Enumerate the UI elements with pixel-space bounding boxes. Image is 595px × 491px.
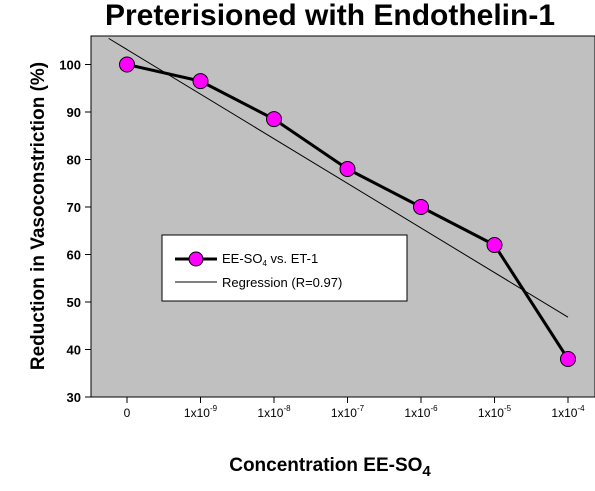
y-tick-label: 80 [67,153,81,168]
y-tick-label: 100 [59,58,81,73]
y-tick-label: 40 [67,343,81,358]
data-point [560,351,576,367]
x-tick-label-exp: -9 [210,404,218,413]
x-tick-label-exp: -6 [430,404,438,413]
legend-series-marker [188,251,204,267]
x-tick-label-exp: -8 [283,404,291,413]
data-point [192,73,209,90]
y-tick-label: 60 [67,248,81,263]
x-tick-label-base: 1x10 [404,406,430,420]
y-tick-label: 70 [67,200,81,215]
x-tick-label: 1x10-4 [551,404,585,420]
x-tick-label-exp: -7 [357,404,365,413]
chart-title: Preterisioned with Endothelin-1 [105,0,555,32]
x-tick-label-exp: -5 [504,404,512,413]
y-tick-label: 50 [67,295,81,310]
y-tick-label: 90 [67,105,81,120]
x-axis-label-base: Concentration EE-SO [229,455,422,476]
legend-box [161,234,408,302]
data-point [413,199,429,215]
x-tick-label-exp: -4 [577,404,585,413]
data-point [486,237,503,253]
y-tick-label: 30 [67,390,81,405]
series-layer [119,56,576,367]
legend-series-label-sub: 4 [262,259,267,268]
x-tick-label-base: 1x10 [257,406,283,420]
legend-regression-label: Regression (R=0.97) [222,275,342,290]
legend-series-label-rest: vs. ET-1 [267,251,318,266]
regression-line [108,37,569,318]
x-tick-label: 1x10-6 [404,404,438,420]
x-axis-label-sub: 4 [422,463,431,480]
x-tick-label-base: 1x10 [184,406,210,420]
x-tick-label: 1x10-8 [257,404,291,420]
data-point [119,56,135,73]
y-axis-label: Reduction in Vasoconstriction (%) [28,62,49,370]
x-tick-label: 1x10-5 [478,404,512,420]
data-point [339,161,356,177]
x-tick-label-base: 0 [124,406,131,420]
x-tick-label: 1x10-7 [331,404,365,420]
plot-area [90,35,595,398]
x-tick-label: 0 [124,406,131,420]
legend-series-label: EE-SO4 vs. ET-1 [222,251,318,268]
legend-series-label-base: EE-SO [222,251,262,266]
x-axis-ticks: 0 1x10-9 1x10-8 1x10-7 1x10-6 1x10-5 1x10-4 [124,397,585,420]
x-tick-label-base: 1x10 [331,406,357,420]
regression-layer [108,37,569,318]
legend: EE-SO4 vs. ET-1 Regression (R=0.97) [161,234,408,302]
x-tick-label-base: 1x10 [478,406,504,420]
y-axis-ticks: 30 40 50 60 70 80 90 100 [59,58,91,405]
x-tick-label-base: 1x10 [551,406,577,420]
data-point [266,111,282,128]
x-tick-label: 1x10-9 [184,404,218,420]
x-axis-label: Concentration EE-SO4 [229,455,431,480]
